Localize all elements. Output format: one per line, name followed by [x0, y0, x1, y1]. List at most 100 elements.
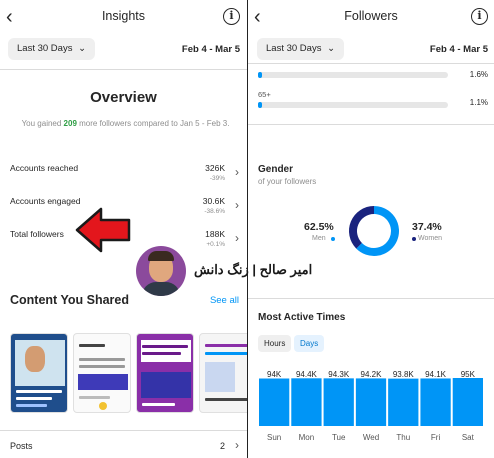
- most-active-title: Most Active Times: [258, 312, 346, 323]
- age-label: 65+: [258, 90, 271, 99]
- content-thumbnail[interactable]: [199, 333, 247, 413]
- men-label: Men: [312, 235, 326, 242]
- age-range-row: 65+ 1.1%: [258, 90, 488, 110]
- avatar: [136, 246, 186, 296]
- metric-label: Total followers: [10, 229, 64, 239]
- donut-slice-men: [356, 206, 399, 256]
- day-bar: [259, 378, 290, 426]
- women-label: Women: [418, 235, 442, 242]
- day-tick-label: Fri: [431, 433, 441, 442]
- date-range-label: Last 30 Days: [17, 43, 73, 54]
- watermark-text: امیر صالح | زنگ دانش: [194, 262, 313, 277]
- thumbnail-text: [205, 344, 247, 347]
- day-tick-label: Mon: [299, 433, 315, 442]
- metric-value: 30.6K: [202, 196, 225, 206]
- day-bar: [291, 378, 322, 426]
- age-range-row: 1.6%: [258, 70, 488, 82]
- divider: [248, 124, 494, 125]
- content-thumbnail[interactable]: [10, 333, 68, 413]
- thumbnail-text: [142, 345, 188, 348]
- chevron-down-icon: ⌄: [78, 43, 87, 54]
- thumbnail-text: [79, 358, 125, 361]
- most-active-days-chart: 94K Sun 94.4K Mon 94.3K Tue 94.2K Wed 93.8K Thu 94…: [259, 370, 483, 442]
- date-range-text: Feb 4 - Mar 5: [429, 44, 488, 55]
- followers-header: ‹ Followers i: [248, 0, 494, 34]
- divider: [248, 298, 494, 299]
- thumbnail-image: [205, 362, 235, 392]
- overview-summary: You gained 209 more followers compared t…: [20, 118, 231, 129]
- avatar-hair: [148, 251, 174, 261]
- women-dot-icon: [412, 237, 416, 241]
- bar-value-label: 94.4K: [296, 370, 318, 379]
- gender-title: Gender: [258, 164, 294, 175]
- age-bar-fill: [258, 72, 262, 78]
- day-tick-label: Tue: [332, 433, 346, 442]
- day-tick-label: Thu: [396, 433, 410, 442]
- back-arrow-icon[interactable]: ‹: [6, 6, 13, 28]
- bar-value-label: 94K: [267, 370, 282, 379]
- divider: [0, 69, 247, 70]
- metric-change: +0.1%: [206, 241, 225, 248]
- summary-text-post: more followers compared to Jan 5 - Feb 3…: [76, 119, 230, 128]
- emoji-icon: [99, 402, 107, 410]
- see-all-link[interactable]: See all: [209, 295, 239, 306]
- info-icon[interactable]: i: [223, 8, 240, 25]
- chevron-right-icon: ›: [235, 231, 239, 245]
- thumbnail-banner: [141, 372, 191, 398]
- bar-value-label: 94.2K: [361, 370, 383, 379]
- women-percent: 37.4%: [412, 221, 442, 233]
- insights-panel: ‹ Insights i Last 30 Days ⌄ Feb 4 - Mar …: [0, 0, 247, 452]
- chevron-down-icon: ⌄: [327, 43, 336, 54]
- men-percent: 62.5%: [304, 221, 334, 233]
- metric-accounts-reached[interactable]: Accounts reached 326K -39% ›: [10, 163, 239, 187]
- metric-total-followers[interactable]: Total followers 188K +0.1% ›: [10, 229, 239, 253]
- gender-subtitle: of your followers: [258, 177, 317, 186]
- tab-days[interactable]: Days: [294, 335, 325, 352]
- content-thumbnail[interactable]: [73, 333, 131, 413]
- tab-hours[interactable]: Hours: [258, 335, 292, 352]
- age-percent: 1.6%: [469, 70, 488, 79]
- gender-donut-chart: [349, 206, 399, 256]
- gained-count: 209: [63, 119, 77, 128]
- thumbnail-text: [16, 397, 52, 400]
- thumbnail-header: [141, 340, 191, 362]
- date-range-dropdown[interactable]: Last 30 Days ⌄: [257, 38, 345, 60]
- thumbnail-text: [142, 403, 175, 406]
- day-bar: [323, 378, 354, 426]
- metric-accounts-engaged[interactable]: Accounts engaged 30.6K -38.6% ›: [10, 196, 239, 220]
- thumbnail-text: [205, 352, 247, 355]
- bar-value-label: 95K: [461, 370, 476, 379]
- thumbnail-text: [79, 344, 105, 347]
- day-bar: [355, 378, 387, 426]
- date-range-dropdown[interactable]: Last 30 Days ⌄: [8, 38, 96, 60]
- thumbnail-text: [142, 352, 181, 355]
- panel-divider: [247, 0, 248, 458]
- thumbnail-text: [79, 396, 110, 399]
- age-bar-fill: [258, 102, 262, 108]
- overview-title: Overview: [90, 89, 157, 106]
- back-arrow-icon[interactable]: ‹: [254, 6, 261, 28]
- age-bar-track: [258, 102, 448, 108]
- day-tick-label: Sun: [267, 433, 281, 442]
- day-bar: [452, 378, 483, 426]
- content-thumbnail[interactable]: [136, 333, 194, 413]
- chevron-right-icon[interactable]: ›: [235, 438, 239, 452]
- chevron-right-icon: ›: [235, 165, 239, 179]
- day-bar: [388, 378, 419, 426]
- thumbnail-person: [25, 346, 45, 372]
- avatar-shirt: [142, 282, 180, 296]
- info-icon[interactable]: i: [471, 8, 488, 25]
- donut-slice-women: [349, 206, 375, 249]
- thumbnail-text: [79, 365, 125, 368]
- divider: [0, 430, 247, 431]
- chevron-right-icon: ›: [235, 198, 239, 212]
- bar-value-label: 94.1K: [425, 370, 447, 379]
- followers-panel: ‹ Followers i Last 30 Days ⌄ Feb 4 - Mar…: [248, 0, 494, 458]
- date-range-text: Feb 4 - Mar 5: [181, 44, 240, 55]
- divider: [248, 63, 494, 64]
- day-bar: [420, 378, 451, 426]
- content-shared-title: Content You Shared: [10, 293, 129, 307]
- insights-header: ‹ Insights i: [0, 0, 247, 34]
- age-bar-track: [258, 72, 448, 78]
- thumbnail-banner: [78, 374, 128, 390]
